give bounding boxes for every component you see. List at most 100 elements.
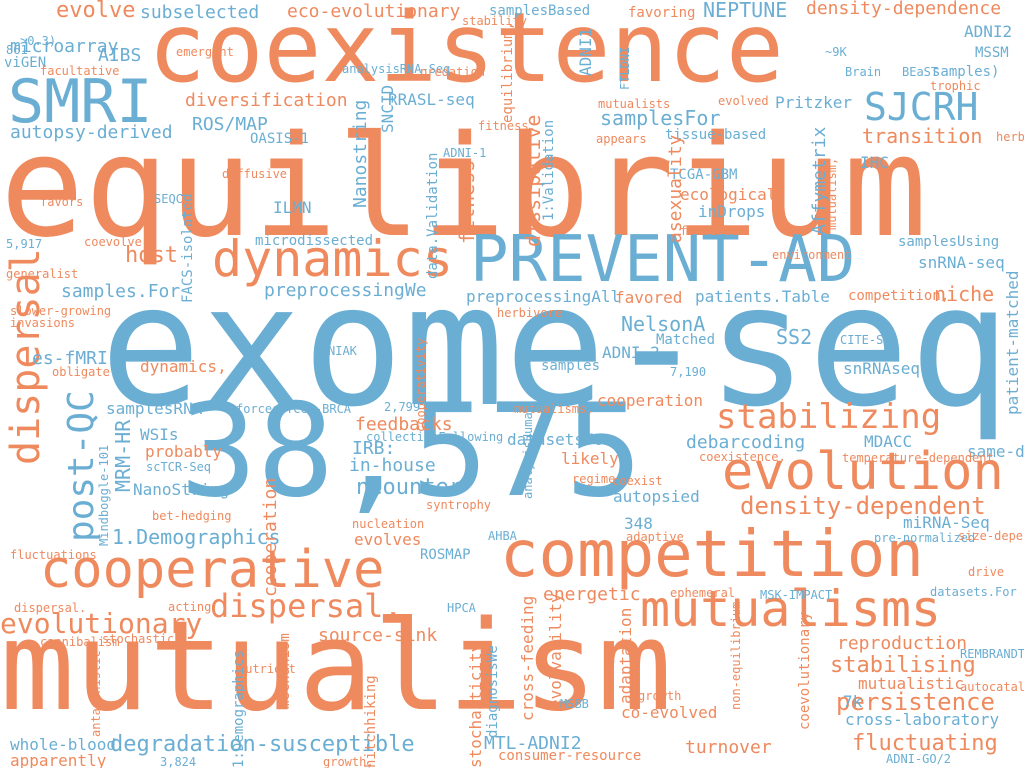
word-emergent: emergent: [176, 45, 234, 59]
word-0-3: >0.3): [20, 34, 57, 48]
word-samples: samples): [932, 64, 1000, 80]
word-dispersal: dispersal.: [14, 601, 87, 615]
word-datasets-for: datasets.For: [930, 585, 1017, 599]
word-es-fmri: es-fMRI: [32, 348, 108, 369]
word-dissipative: dissipative: [521, 114, 545, 247]
word-stability: stability: [462, 14, 528, 28]
word-transition: transition: [862, 124, 983, 148]
word-3-824: 3,824: [160, 755, 197, 768]
word-autopsied: autopsied: [613, 487, 700, 506]
word-diagnosiswe: diagnosisWe: [485, 645, 501, 738]
word-348: 348: [624, 514, 653, 533]
word-facs-isolated: FACS-isolated: [180, 193, 196, 303]
word-cite-seq: CITE-Seq: [840, 333, 898, 347]
word-generalist: generalist: [6, 267, 79, 281]
word-tcga-gbm: TCGA-GBM: [670, 167, 738, 183]
word-eco-evolutionary: eco-evolutionary: [287, 1, 461, 22]
word-rrasl-seq: RRASL-seq: [388, 90, 475, 109]
word-turnover: turnover: [685, 737, 772, 758]
word-patient-matched: patient-matched: [1003, 270, 1022, 416]
word-adaptation: adaptation: [616, 607, 635, 704]
word-mirna-seq: miRNA-Seq: [903, 513, 990, 532]
word-38-575: 38,575: [180, 377, 643, 526]
word-equilibrium: equilibrium: [0, 106, 928, 269]
word-adni-1: ADNI-1: [443, 146, 487, 160]
word-appears: appears: [596, 132, 647, 146]
word-whole-blood: whole-blood: [10, 735, 116, 754]
word-evolution: evolution: [722, 442, 1004, 502]
word-equilibrium: equilibrium,: [500, 21, 516, 123]
word-snrnaseq: snRNAseq: [843, 359, 921, 378]
word-favoured: favoured: [680, 224, 738, 238]
word-mindboggle-101: Mindboggle-101: [97, 444, 111, 546]
word-facultative: facultative: [40, 64, 120, 78]
word-tissue-based: tissue-based: [665, 127, 767, 143]
word-consumer-resource: consumer-resource: [498, 748, 642, 764]
word-evolutionary: evolutionary: [0, 607, 203, 640]
word-sjcrh: SJCRH: [864, 85, 979, 129]
word-adaptive: adaptive: [626, 530, 684, 544]
word-density-dependence: density-dependence: [806, 0, 1002, 19]
word-861: 861: [6, 43, 28, 57]
word-adni2: ADNI2: [964, 22, 1013, 41]
word-samplesbased: samplesBased: [489, 3, 591, 19]
word-neptune: NEPTUNE: [703, 0, 788, 22]
word-mutualism: mutualism,: [825, 157, 839, 230]
word-7-190: 7,190: [670, 365, 707, 379]
word-nucleation: nucleation: [352, 517, 425, 531]
word-mutualisms: mutualisms,: [514, 402, 594, 416]
word-evolved: evolved: [718, 94, 769, 108]
word-diversification: diversification: [185, 90, 348, 111]
word-herbivore: herbivore: [497, 306, 563, 320]
word-exome-seq: exome-seq: [100, 248, 1011, 444]
word-favored: favored: [615, 288, 683, 307]
word-stabilising: stabilising: [830, 653, 976, 678]
word-obligate: obligate: [52, 365, 110, 379]
word-samples: samples: [541, 358, 601, 374]
word-growth: growth: [638, 689, 682, 703]
word-oasis-1: OASIS-1: [250, 131, 310, 147]
word-slower-growing: slower-growing: [10, 304, 112, 318]
word-ecological: ecological: [680, 185, 777, 204]
word-ephemeral: ephemeral: [670, 586, 736, 600]
word-coexist: coexist: [612, 474, 663, 488]
word-source-sink: source-sink: [318, 625, 438, 646]
word-predation: predation: [420, 65, 486, 79]
word-ss2: SS2: [776, 325, 813, 349]
word-coevolutionary: coevolutionary: [797, 611, 813, 730]
word-brain: Brain: [845, 65, 882, 79]
word-preprocessingwe: preprocessingWe: [264, 280, 427, 301]
word-syntrophy: syntrophy: [426, 498, 492, 512]
word-adni-go-2: ADNI-GO/2: [886, 752, 952, 766]
word-cooperation: cooperation: [597, 391, 703, 410]
word-1-validation: 1:Validation: [541, 119, 557, 221]
word-msbb: MSBB: [560, 697, 589, 711]
word-density-dependent: density-dependent: [740, 492, 986, 520]
word-coexistence: coexistence,: [699, 450, 786, 464]
word-collectionfollowing: collectionFollowing: [366, 430, 504, 444]
word-apparently: apparently: [10, 751, 107, 768]
word-feedbacks: feedbacks: [355, 414, 453, 435]
word-evolves: evolves: [354, 530, 422, 549]
word-seqc: SEQC: [154, 192, 183, 206]
word-dynamics: dynamics: [212, 230, 453, 288]
word-favors: favors: [40, 195, 84, 209]
word-analysishuman: analysisHuman: [521, 405, 535, 499]
word-fitness: fitness.: [478, 119, 536, 133]
word-pre-normalized: pre-normalized: [874, 531, 976, 545]
word-autocatalytic: autocatalytic: [960, 680, 1024, 694]
word-dynamics: dynamics,: [140, 357, 227, 376]
word-microarray: microarray: [10, 36, 119, 57]
word-cooperative: cooperative: [40, 540, 385, 600]
word-mdacc: MDACC: [864, 432, 913, 451]
word-aibs: AIBS: [98, 45, 142, 66]
word-ilmn: ILMN: [273, 198, 312, 217]
word-msk-impact: MSK-IMPACT: [760, 588, 833, 602]
word-favoring: favoring: [628, 5, 696, 21]
word-mutualisms: mutualisms: [640, 580, 942, 638]
word-nanostring: NanoString: [133, 480, 230, 499]
word-mssm: MSSM: [975, 45, 1009, 61]
word-samplesrna: samplesRNA: [106, 399, 203, 418]
word-cannibalism: cannibalism: [40, 635, 120, 649]
